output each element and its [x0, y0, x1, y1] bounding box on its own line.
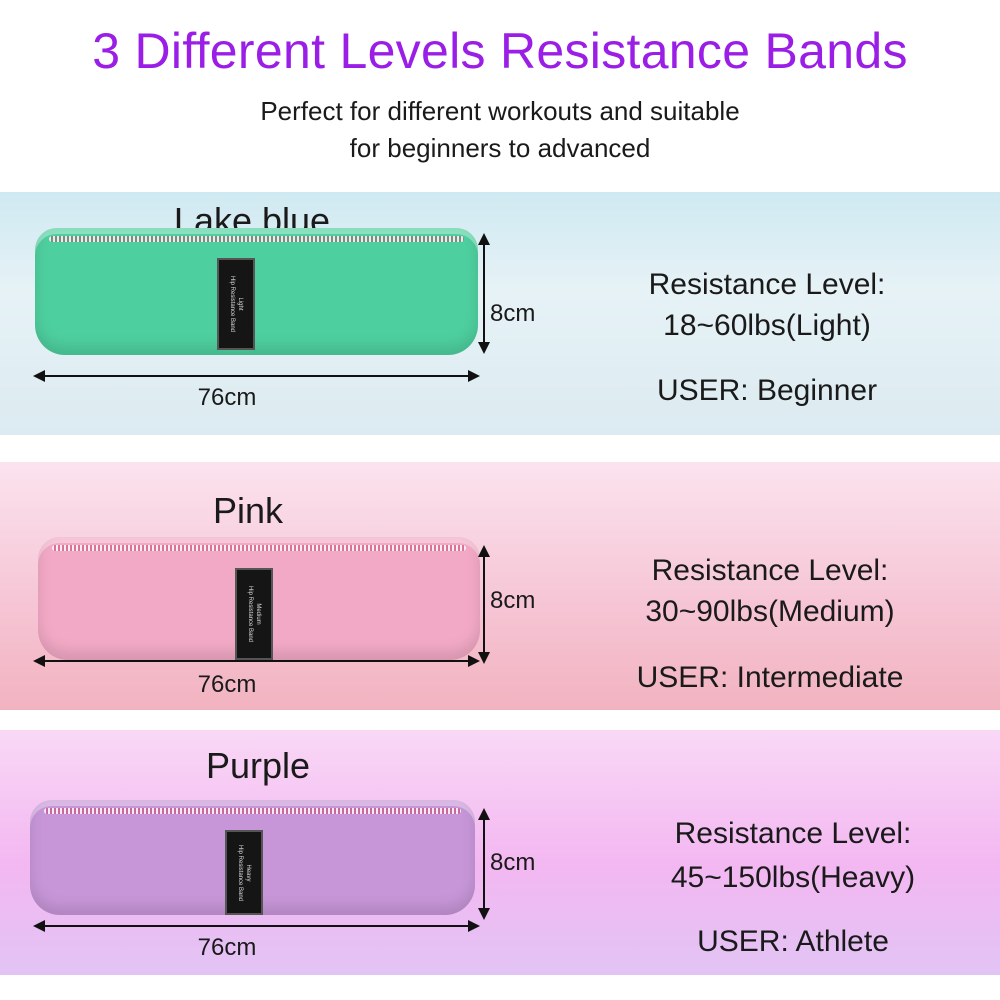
arrow-down-icon: [478, 342, 490, 354]
band-image: Light Hip Resistance Band: [35, 228, 478, 355]
arrow-right-icon: [468, 370, 480, 382]
band-tag-level: Light: [237, 297, 243, 311]
band-color-name: Purple: [205, 745, 311, 786]
arrow-left-icon: [33, 655, 45, 667]
resistance-label: Resistance Level:: [651, 554, 889, 587]
height-label: 8cm: [490, 849, 536, 876]
band-tag-label: Hip Resistance Band: [247, 585, 253, 643]
length-label: 76cm: [197, 671, 257, 698]
arrow-down-icon: [478, 908, 490, 920]
arrow-down-icon: [478, 652, 490, 664]
band-tag: Light Hip Resistance Band: [217, 258, 255, 350]
band-tag-text: Light Hip Resistance Band: [228, 276, 244, 332]
arrow-right-icon: [468, 920, 480, 932]
band-tag-label: Hip Resistance Band: [237, 844, 243, 901]
user-level: USER: Intermediate: [636, 661, 904, 694]
resistance-label: Resistance Level:: [648, 268, 886, 301]
resistance-value: 18~60lbs(Light): [663, 309, 871, 342]
length-arrow: [33, 655, 480, 667]
resistance-value: 30~90lbs(Medium): [645, 595, 895, 628]
band-tag: Heavy Hip Resistance Band: [225, 830, 263, 915]
height-arrow: [478, 233, 490, 354]
page-title: 3 Different Levels Resistance Bands: [92, 23, 908, 79]
arrow-right-icon: [468, 655, 480, 667]
user-level: USER: Athlete: [697, 925, 889, 958]
band-tag: Medium Hip Resistance Band: [235, 568, 273, 660]
arrow-left-icon: [33, 370, 45, 382]
height-label: 8cm: [490, 300, 536, 327]
subtitle-line-2: for beginners to advanced: [349, 133, 651, 163]
arrow-up-icon: [478, 808, 490, 820]
band-inner-rim: [52, 545, 466, 551]
length-arrow: [33, 370, 480, 382]
height-arrow: [478, 545, 490, 664]
band-color-name: Pink: [212, 490, 284, 531]
arrow-left-icon: [33, 920, 45, 932]
user-level: USER: Beginner: [656, 374, 878, 407]
band-tag-text: Heavy Hip Resistance Band: [236, 844, 252, 900]
height-label: 8cm: [490, 587, 536, 614]
band-tag-level: Heavy: [245, 863, 251, 881]
subtitle-line-1: Perfect for different workouts and suita…: [260, 96, 740, 126]
arrow-up-icon: [478, 545, 490, 557]
band-tag-level: Medium: [255, 603, 261, 625]
band-image: Heavy Hip Resistance Band: [30, 800, 475, 915]
height-arrow: [478, 808, 490, 920]
band-tag-text: Medium Hip Resistance Band: [246, 586, 262, 642]
band-tag-label: Hip Resistance Band: [229, 275, 235, 333]
band-inner-rim: [44, 808, 461, 814]
band-image: Medium Hip Resistance Band: [38, 537, 480, 660]
arrow-up-icon: [478, 233, 490, 245]
length-arrow: [33, 920, 480, 932]
length-label: 76cm: [197, 384, 257, 411]
resistance-label: Resistance Level:: [674, 817, 912, 850]
resistance-value: 45~150lbs(Heavy): [670, 861, 916, 894]
length-label: 76cm: [197, 934, 257, 961]
band-inner-rim: [49, 236, 464, 242]
